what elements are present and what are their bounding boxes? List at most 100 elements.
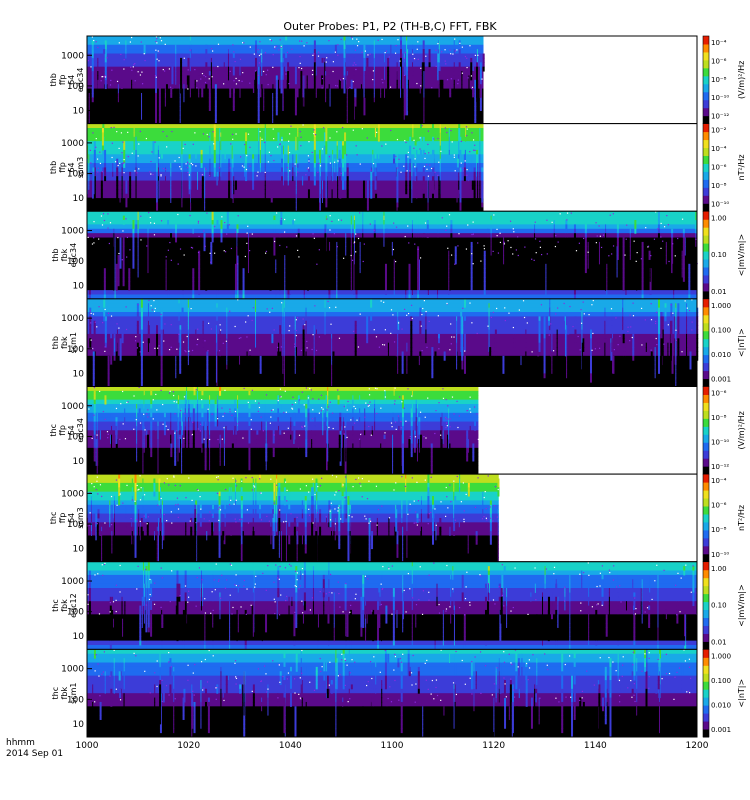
spectrogram-streak bbox=[364, 88, 367, 94]
spectrogram-streak bbox=[186, 75, 188, 81]
spectrogram-streak bbox=[671, 233, 674, 239]
spectrogram-streak bbox=[307, 189, 310, 195]
spectrogram-speckle bbox=[312, 54, 314, 56]
spectrogram-streak bbox=[189, 79, 191, 85]
spectrogram-streak bbox=[391, 241, 393, 247]
spectrogram-streak bbox=[226, 360, 228, 366]
spectrogram-streak bbox=[287, 237, 290, 243]
spectrogram-speckle bbox=[109, 222, 112, 224]
spectrogram-streak bbox=[405, 171, 408, 177]
spectrogram-speckle bbox=[119, 162, 121, 165]
spectrogram-streak bbox=[114, 281, 116, 287]
spectrogram-speckle bbox=[313, 133, 315, 135]
spectrogram-streak bbox=[187, 338, 189, 344]
spectrogram-streak bbox=[479, 136, 481, 142]
spectrogram-streak bbox=[189, 75, 191, 81]
spectrogram-streak bbox=[342, 167, 345, 173]
spectrogram-streak bbox=[315, 75, 317, 81]
spectrogram-streak bbox=[400, 49, 403, 55]
spectrogram-streak bbox=[661, 338, 664, 344]
spectrogram-streak bbox=[236, 290, 239, 295]
spectrogram-streak bbox=[641, 255, 644, 260]
spectrogram-streak bbox=[634, 224, 637, 230]
spectrogram-streak bbox=[263, 106, 265, 111]
spectrogram-streak bbox=[107, 360, 110, 366]
spectrogram-streak bbox=[297, 241, 300, 247]
spectrogram-streak bbox=[97, 75, 99, 81]
spectrogram-streak bbox=[336, 263, 338, 269]
spectrogram-streak bbox=[242, 285, 245, 291]
spectrogram-streak bbox=[214, 106, 217, 111]
spectrogram-streak bbox=[431, 163, 434, 168]
spectrogram-speckle bbox=[257, 171, 259, 173]
spectrogram-streak bbox=[384, 84, 386, 90]
spectrogram-streak bbox=[453, 49, 455, 55]
spectrogram-streak bbox=[207, 276, 209, 282]
spectrogram-streak bbox=[179, 106, 181, 111]
spectrogram-speckle bbox=[123, 162, 125, 164]
spectrogram-streak bbox=[419, 123, 422, 129]
spectrogram-speckle bbox=[233, 80, 235, 82]
spectrogram-streak bbox=[133, 141, 135, 147]
spectrogram-streak bbox=[232, 180, 234, 186]
spectrogram-speckle bbox=[272, 128, 274, 130]
spectrogram-streak bbox=[175, 224, 178, 230]
spectrogram-streak bbox=[422, 136, 425, 142]
spectrogram-streak bbox=[197, 176, 199, 182]
spectrogram-streak bbox=[374, 97, 376, 103]
spectrogram-streak bbox=[279, 373, 282, 379]
spectrogram-streak bbox=[181, 184, 183, 190]
spectrogram-speckle bbox=[187, 88, 189, 90]
spectrogram-streak bbox=[616, 241, 619, 247]
spectrogram-streak bbox=[296, 84, 299, 90]
spectrogram-streak bbox=[204, 206, 206, 212]
spectrogram-streak bbox=[137, 259, 139, 265]
spectrogram-speckle bbox=[211, 76, 213, 78]
spectrogram-streak bbox=[468, 79, 470, 85]
spectrogram-streak bbox=[261, 110, 263, 116]
spectrogram-streak bbox=[114, 237, 116, 243]
spectrogram-streak bbox=[156, 364, 159, 370]
spectrogram-streak bbox=[319, 136, 321, 142]
spectrogram-streak bbox=[553, 259, 555, 265]
spectrogram-speckle bbox=[312, 69, 314, 71]
spectrogram-streak bbox=[463, 171, 466, 177]
spectrogram-speckle bbox=[103, 219, 106, 222]
spectrogram-streak bbox=[176, 88, 178, 94]
spectrogram-streak bbox=[368, 66, 371, 72]
spectrogram-streak bbox=[140, 298, 143, 304]
spectrogram-speckle bbox=[189, 49, 191, 51]
spectrogram-speckle bbox=[196, 80, 198, 82]
spectrogram-streak bbox=[328, 281, 331, 287]
spectrogram-streak bbox=[91, 53, 94, 59]
spectrogram-streak bbox=[553, 255, 555, 260]
spectrogram-streak bbox=[625, 259, 627, 265]
spectrogram-streak bbox=[682, 276, 685, 282]
spectrogram-speckle bbox=[232, 44, 234, 46]
spectrogram-streak bbox=[472, 97, 475, 103]
spectrogram-speckle bbox=[179, 248, 182, 250]
spectrogram-streak bbox=[257, 71, 260, 76]
spectrogram-speckle bbox=[351, 259, 354, 261]
spectrogram-streak bbox=[165, 84, 168, 90]
spectrogram-streak bbox=[573, 255, 576, 260]
spectrogram-streak bbox=[574, 333, 577, 339]
spectrogram-speckle bbox=[677, 237, 679, 240]
spectrogram-streak bbox=[231, 193, 233, 199]
spectrogram-streak bbox=[328, 290, 331, 295]
spectrogram-streak bbox=[261, 119, 263, 125]
spectrogram-streak bbox=[254, 79, 256, 85]
spectrogram-streak bbox=[469, 136, 472, 142]
spectrogram-streak bbox=[303, 290, 305, 295]
spectrogram-streak bbox=[119, 158, 121, 164]
spectrogram-streak bbox=[425, 325, 427, 331]
spectrogram-streak bbox=[264, 184, 266, 190]
spectrogram-streak bbox=[479, 189, 481, 195]
spectrogram-speckle bbox=[423, 165, 426, 168]
spectrogram-streak bbox=[319, 163, 321, 168]
spectrogram-speckle bbox=[609, 214, 611, 216]
spectrogram-streak bbox=[368, 53, 371, 59]
spectrogram-speckle bbox=[453, 154, 455, 156]
y-tick-label: 1000 bbox=[61, 227, 84, 237]
